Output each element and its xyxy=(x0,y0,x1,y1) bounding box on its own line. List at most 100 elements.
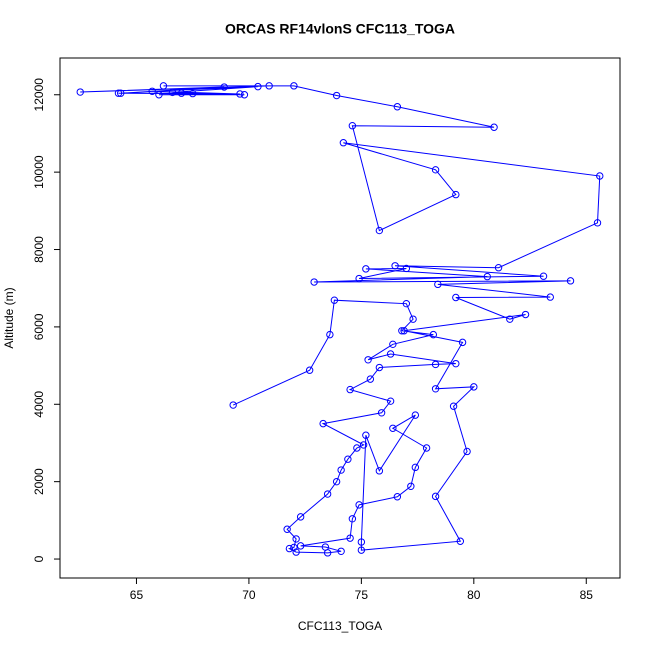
data-point xyxy=(240,91,249,99)
y-tick-label: 12000 xyxy=(32,78,46,112)
data-point xyxy=(348,122,357,130)
data-point xyxy=(411,411,420,419)
data-point xyxy=(400,327,408,335)
x-tick-label: 80 xyxy=(467,588,481,602)
data-point xyxy=(254,82,262,91)
data-point xyxy=(494,264,503,272)
x-axis-label: CFC113_TOGA xyxy=(298,619,382,633)
y-tick-label: 2000 xyxy=(32,468,46,495)
chart-title: ORCAS RF14vlonS CFC113_TOGA xyxy=(225,21,455,37)
data-point xyxy=(362,265,370,273)
data-point xyxy=(348,515,357,523)
data-point xyxy=(389,340,397,349)
data-point xyxy=(434,280,442,289)
data-point xyxy=(355,274,363,283)
data-point xyxy=(357,538,366,546)
y-tick-label: 0 xyxy=(32,555,46,562)
data-point xyxy=(346,534,354,542)
data-point xyxy=(229,401,237,409)
data-point xyxy=(321,543,330,551)
data-point xyxy=(409,315,417,323)
data-point xyxy=(188,89,197,98)
y-tick-label: 10000 xyxy=(32,155,46,189)
y-tick-label: 6000 xyxy=(32,313,46,340)
data-point xyxy=(114,89,123,97)
data-point xyxy=(220,83,228,91)
data-point xyxy=(546,293,554,301)
data-point xyxy=(463,447,471,456)
data-point xyxy=(236,90,244,98)
data-point xyxy=(431,492,440,501)
data-point xyxy=(326,330,334,339)
data-point xyxy=(168,88,177,97)
data-point xyxy=(593,219,602,227)
plot-frame xyxy=(59,57,621,579)
data-point xyxy=(389,424,397,432)
data-point xyxy=(521,310,530,319)
data-point xyxy=(76,88,84,96)
x-tick-label: 65 xyxy=(130,588,144,602)
data-point xyxy=(323,490,332,498)
data-point xyxy=(402,264,411,273)
data-point xyxy=(456,537,465,545)
data-point xyxy=(429,330,438,339)
data-point xyxy=(375,467,384,475)
data-point xyxy=(290,543,298,552)
data-point xyxy=(407,482,415,491)
data-point xyxy=(411,463,420,472)
data-point xyxy=(339,139,348,147)
data-point xyxy=(393,493,402,501)
data-point xyxy=(159,82,168,90)
data-point xyxy=(452,359,460,368)
data-point xyxy=(449,402,458,410)
data-point xyxy=(470,383,478,391)
data-point xyxy=(452,293,460,302)
data-point xyxy=(330,296,339,304)
data-point xyxy=(290,82,298,90)
data-point xyxy=(375,226,384,235)
data-point xyxy=(344,455,352,463)
data-point xyxy=(506,315,514,323)
data-point xyxy=(391,262,399,270)
data-point xyxy=(305,366,314,374)
data-point xyxy=(337,466,345,474)
data-point xyxy=(292,535,300,543)
data-point xyxy=(431,166,440,174)
data-point xyxy=(431,360,440,369)
x-tick-label: 85 xyxy=(580,588,594,602)
data-point xyxy=(292,548,300,556)
data-point xyxy=(452,190,460,199)
data-point xyxy=(431,385,440,393)
y-tick-label: 8000 xyxy=(32,236,46,263)
data-point xyxy=(332,477,341,486)
y-tick-label: 4000 xyxy=(32,391,46,418)
data-point xyxy=(353,444,361,452)
data-point xyxy=(357,546,366,554)
data-point xyxy=(319,419,327,428)
data-point xyxy=(296,542,305,550)
data-point xyxy=(283,525,291,533)
data-point xyxy=(362,431,370,439)
data-point xyxy=(386,350,395,358)
data-point xyxy=(596,172,604,180)
data-point xyxy=(117,89,125,97)
data-point xyxy=(422,444,431,452)
data-point xyxy=(265,82,273,90)
data-point xyxy=(398,327,406,335)
data-line xyxy=(80,85,601,554)
data-point xyxy=(177,89,186,97)
data-point xyxy=(566,277,575,285)
data-point xyxy=(393,103,402,111)
data-point xyxy=(310,278,318,286)
data-point xyxy=(285,544,294,553)
data-point xyxy=(332,91,341,100)
data-point xyxy=(155,91,163,99)
data-point xyxy=(366,375,375,383)
data-point xyxy=(377,409,386,417)
data-point xyxy=(490,123,498,131)
data-point xyxy=(386,397,395,405)
data-point xyxy=(148,87,156,95)
data-point xyxy=(458,338,467,347)
